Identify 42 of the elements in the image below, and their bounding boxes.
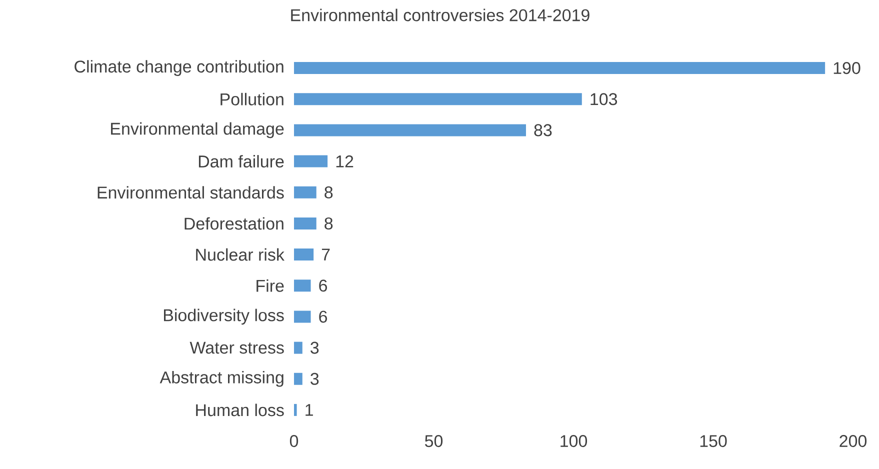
y-tick-label: Water stress xyxy=(190,342,284,354)
bar xyxy=(294,93,582,106)
y-tick-label: Human loss xyxy=(196,404,284,416)
bar xyxy=(294,310,311,323)
y-tick-label: Climate change contribution xyxy=(74,60,284,76)
x-tick-label: 200 xyxy=(840,435,867,448)
data-label: 103 xyxy=(590,93,618,106)
y-tick-label: Abstract missing xyxy=(160,370,284,387)
data-label: 6 xyxy=(319,280,327,292)
y-tick-label: Nuclear risk xyxy=(196,248,284,261)
y-tick-label: Environmental standards xyxy=(98,186,284,199)
x-tick-label: 100 xyxy=(560,435,588,448)
y-tick-label: Dam failure xyxy=(198,155,284,168)
bar xyxy=(294,280,311,292)
bar xyxy=(294,404,297,416)
data-label: 8 xyxy=(324,186,333,198)
x-tick-label: 150 xyxy=(700,435,727,448)
y-tick-label: Deforestation xyxy=(184,217,284,230)
y-tick-label: Pollution xyxy=(220,92,284,106)
data-label: 8 xyxy=(324,217,333,230)
x-tick-label: 0 xyxy=(290,435,298,448)
data-label: 83 xyxy=(534,124,552,136)
chart-title: Environmental controversies 2014-2019 xyxy=(291,8,590,22)
bar xyxy=(294,124,526,136)
y-tick-label: Biodiversity loss xyxy=(164,308,284,325)
data-label: 6 xyxy=(319,310,327,323)
bar xyxy=(294,342,302,354)
data-label: 12 xyxy=(336,155,354,168)
x-tick-label: 50 xyxy=(424,435,443,448)
bar xyxy=(294,186,316,198)
bar xyxy=(294,217,316,230)
bar xyxy=(294,62,826,74)
bar xyxy=(294,155,328,168)
data-label: 7 xyxy=(322,248,330,260)
y-tick-label: Environmental damage xyxy=(111,122,284,138)
data-label: 1 xyxy=(306,404,313,416)
data-label: 3 xyxy=(310,342,319,354)
bar xyxy=(294,248,314,261)
data-label: 3 xyxy=(310,372,319,385)
y-tick-label: Fire xyxy=(256,279,284,292)
bar xyxy=(294,372,302,385)
data-label: 190 xyxy=(834,62,860,74)
